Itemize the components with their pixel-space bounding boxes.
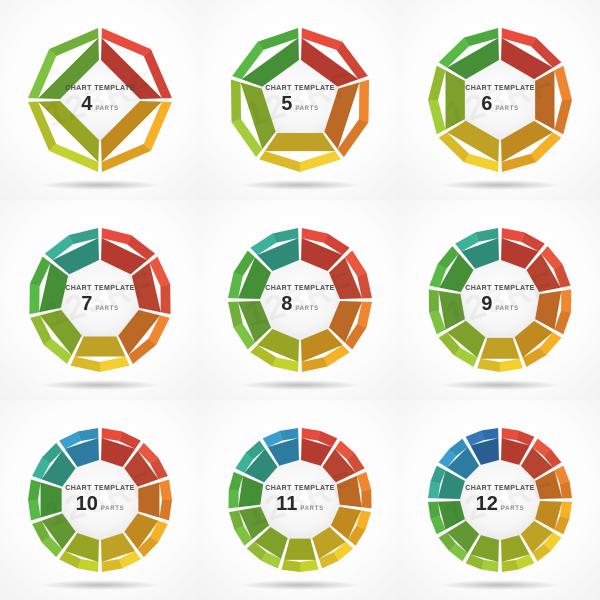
- chart-title: CHART TEMPLATE: [465, 85, 535, 93]
- chart-label: CHART TEMPLATE5PARTS: [265, 85, 335, 115]
- chart-title: CHART TEMPLATE: [265, 285, 335, 293]
- chart-title: CHART TEMPLATE: [265, 485, 335, 493]
- chart-label: CHART TEMPLATE10PARTS: [65, 485, 135, 515]
- chart-cell-10: CHART TEMPLATE10PARTS123RF: [0, 400, 200, 600]
- segment-2: [535, 66, 572, 135]
- chart-label: CHART TEMPLATE4PARTS: [65, 85, 135, 115]
- parts-count: 8: [281, 293, 292, 315]
- parts-count: 6: [481, 93, 492, 115]
- chart-label: CHART TEMPLATE7PARTS: [65, 285, 135, 315]
- parts-word: PARTS: [300, 506, 324, 513]
- chart-cell-6: CHART TEMPLATE6PARTS123RF: [400, 0, 600, 200]
- chart-wrap: CHART TEMPLATE9PARTS: [420, 220, 580, 380]
- chart-title: CHART TEMPLATE: [265, 85, 335, 93]
- parts-count: 11: [276, 493, 297, 515]
- segment-8: [28, 480, 62, 521]
- chart-cell-5: CHART TEMPLATE5PARTS123RF: [200, 0, 400, 200]
- chart-label: CHART TEMPLATE9PARTS: [465, 285, 535, 315]
- chart-wrap: CHART TEMPLATE7PARTS: [20, 220, 180, 380]
- parts-count: 7: [81, 293, 92, 315]
- parts-word: PARTS: [495, 306, 519, 313]
- parts-count: 10: [76, 493, 98, 515]
- chart-label: CHART TEMPLATE11PARTS: [265, 485, 335, 515]
- chart-cell-12: CHART TEMPLATE12PARTS123RF: [400, 400, 600, 600]
- chart-title: CHART TEMPLATE: [465, 285, 535, 293]
- chart-title: CHART TEMPLATE: [465, 485, 535, 493]
- parts-word: PARTS: [295, 106, 319, 113]
- parts-count: 5: [281, 93, 292, 115]
- chart-wrap: CHART TEMPLATE4PARTS: [20, 20, 180, 180]
- parts-count: 9: [481, 293, 492, 315]
- segment-5: [428, 66, 465, 135]
- chart-cell-4: CHART TEMPLATE4PARTS123RF: [0, 0, 200, 200]
- chart-title: CHART TEMPLATE: [65, 85, 135, 93]
- parts-word: PARTS: [95, 306, 119, 313]
- parts-count: 4: [81, 93, 92, 115]
- chart-cell-11: CHART TEMPLATE11PARTS123RF: [200, 400, 400, 600]
- parts-word: PARTS: [501, 506, 525, 513]
- chart-wrap: CHART TEMPLATE12PARTS: [420, 420, 580, 580]
- chart-label: CHART TEMPLATE8PARTS: [265, 285, 335, 315]
- segment-3: [259, 133, 341, 172]
- parts-word: PARTS: [495, 106, 519, 113]
- segment-6: [282, 539, 319, 572]
- chart-wrap: CHART TEMPLATE6PARTS: [420, 20, 580, 180]
- chart-label: CHART TEMPLATE6PARTS: [465, 85, 535, 115]
- chart-wrap: CHART TEMPLATE11PARTS: [220, 420, 380, 580]
- chart-template-grid: CHART TEMPLATE4PARTS123RFCHART TEMPLATE5…: [0, 0, 600, 600]
- parts-word: PARTS: [295, 306, 319, 313]
- chart-title: CHART TEMPLATE: [65, 285, 135, 293]
- chart-title: CHART TEMPLATE: [65, 485, 135, 493]
- parts-word: PARTS: [101, 506, 125, 513]
- chart-wrap: CHART TEMPLATE10PARTS: [20, 420, 180, 580]
- segment-5: [477, 338, 523, 372]
- chart-cell-7: CHART TEMPLATE7PARTS123RF: [0, 200, 200, 400]
- segment-3: [138, 480, 172, 521]
- segment-4: [70, 336, 129, 372]
- chart-cell-8: CHART TEMPLATE8PARTS123RF: [200, 200, 400, 400]
- chart-wrap: CHART TEMPLATE5PARTS: [220, 20, 380, 180]
- chart-wrap: CHART TEMPLATE8PARTS: [220, 220, 380, 380]
- parts-word: PARTS: [95, 106, 119, 113]
- parts-count: 12: [476, 493, 498, 515]
- chart-label: CHART TEMPLATE12PARTS: [465, 485, 535, 515]
- chart-cell-9: CHART TEMPLATE9PARTS123RF: [400, 200, 600, 400]
